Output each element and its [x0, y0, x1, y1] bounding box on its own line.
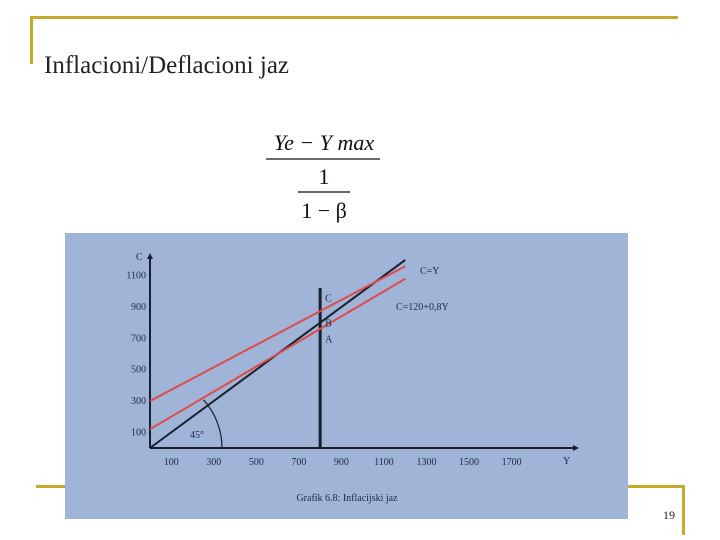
angle-label: 45°: [190, 430, 204, 441]
formula-denominator: 1 − β: [301, 198, 347, 223]
y-axis-arrow: [147, 253, 153, 259]
point-label: C: [325, 294, 332, 305]
slide-title: Inflacioni/Deflacioni jaz: [44, 52, 290, 79]
x-tick-label: 1100: [374, 457, 394, 468]
x-tick-label: 1300: [417, 457, 437, 468]
x-tick-label: 1700: [502, 457, 522, 468]
y-tick-label: 900: [131, 302, 146, 313]
y-tick-label: 300: [131, 396, 146, 407]
x-axis-arrow: [573, 445, 579, 451]
x-tick-label: 900: [334, 457, 349, 468]
y-tick-label: 1100: [126, 271, 146, 282]
series-label: C=Y: [420, 266, 440, 277]
x-axis-label: Y: [563, 456, 570, 467]
y-tick-label: 700: [131, 333, 146, 344]
frame-top-line: [30, 16, 678, 19]
chart-caption: Grafik 6.8: Inflacijski jaz: [296, 493, 398, 504]
series-line: [149, 277, 406, 431]
point-label: B: [325, 319, 332, 330]
y-axis-label: C: [136, 252, 143, 263]
x-tick-label: 700: [291, 457, 306, 468]
y-tick-label: 500: [131, 365, 146, 376]
series-label: C=120+0,8Y: [396, 302, 449, 313]
formula: Ye − Y max 1 1 − β: [266, 130, 380, 223]
point-label: A: [325, 334, 333, 345]
frame-right-line: [682, 485, 685, 535]
x-tick-label: 300: [206, 457, 221, 468]
page-number: 19: [663, 508, 675, 522]
series-line: [149, 265, 406, 402]
frame-left-line: [30, 16, 33, 64]
y-tick-label: 100: [131, 427, 146, 438]
x-tick-label: 1500: [459, 457, 479, 468]
x-tick-label: 100: [164, 457, 179, 468]
formula-numerator: Ye − Y max: [274, 130, 374, 155]
angle-arc: [203, 399, 223, 449]
chart: Y C 100 300 500 700 900 1100 1300 1500 1700 100 300 5…: [65, 233, 628, 519]
x-tick-label: 500: [249, 457, 264, 468]
chart-background: [65, 233, 628, 519]
formula-middle: 1: [319, 164, 330, 189]
